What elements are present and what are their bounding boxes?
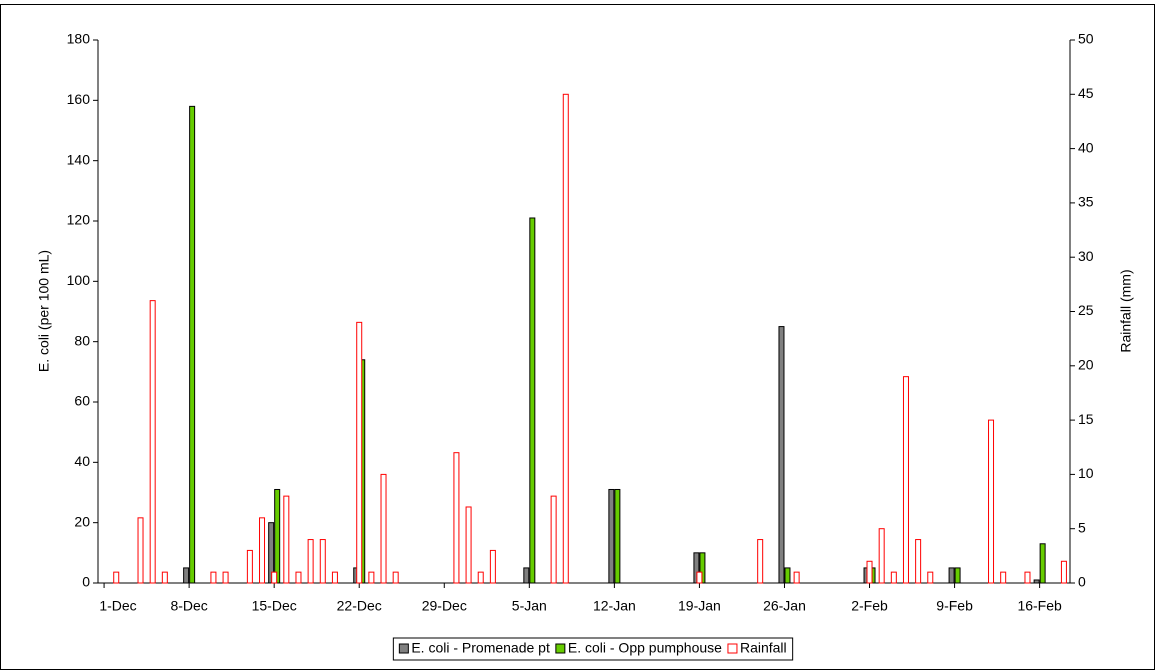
ecoli-bar [615, 489, 620, 583]
rainfall-bar [478, 572, 483, 583]
rainfall-bar [879, 529, 884, 583]
page: E. coli (per 100 mL) Rainfall (mm) 0 20 40… [0, 0, 1156, 671]
y-axis-label: E. coli (per 100 mL) [36, 250, 52, 372]
rainfall-bar [211, 572, 216, 583]
rainfall-bar [697, 572, 702, 583]
y-tick-label: 140 [67, 151, 91, 167]
rainfall-bar [454, 453, 459, 583]
ecoli-bar [190, 106, 195, 583]
rainfall-bar [794, 572, 799, 583]
rainfall-bar [758, 540, 763, 583]
ecoli-bar [1040, 544, 1045, 583]
y2-tick-label: 35 [1078, 194, 1094, 210]
rainfall-bar [320, 540, 325, 583]
ecoli-bar [1034, 580, 1039, 583]
ecoli-bar [184, 568, 189, 583]
rainfall-bar [928, 572, 933, 583]
x-tick-label: 5-Jan [512, 598, 547, 614]
y-tick-label: 160 [67, 91, 91, 107]
rainfall-bar [162, 572, 167, 583]
y2-tick-label: 50 [1078, 31, 1094, 47]
y-tick-label: 20 [74, 513, 90, 529]
rainfall-bar [284, 496, 289, 583]
x-tick-label: 12-Jan [593, 598, 636, 614]
rainfall-bar [903, 377, 908, 583]
ecoli-bar [530, 218, 535, 583]
rainfall-bar [114, 572, 119, 583]
legend-swatch [399, 644, 408, 653]
legend-swatch [556, 644, 565, 653]
rainfall-bar [332, 572, 337, 583]
x-tick-label: 9-Feb [936, 598, 973, 614]
y2-tick-label: 25 [1078, 302, 1094, 318]
y2-tick-label: 15 [1078, 411, 1094, 427]
y2-tick-label: 30 [1078, 248, 1094, 264]
y-tick-label: 100 [67, 272, 91, 288]
ecoli-bar [275, 489, 280, 583]
rainfall-bar [891, 572, 896, 583]
chart: E. coli (per 100 mL) Rainfall (mm) 0 20 40… [0, 0, 1156, 671]
rainfall-bar [466, 507, 471, 583]
y-tick-label: 40 [74, 453, 90, 469]
rainfall-bar [551, 496, 556, 583]
legend-swatch [728, 644, 737, 653]
y-tick-label: 0 [82, 574, 90, 590]
ecoli-bar [785, 568, 790, 583]
rainfall-bar [381, 474, 386, 583]
y2-tick-label: 5 [1078, 519, 1086, 535]
y-tick-label: 120 [67, 212, 91, 228]
rainfall-bar [272, 572, 277, 583]
y2-axis-label: Rainfall (mm) [1118, 269, 1134, 352]
rainfall-bar [989, 420, 994, 583]
y2-tick-label: 20 [1078, 357, 1094, 373]
legend-label: E. coli - Promenade pt [411, 640, 550, 656]
rainfall-bar [490, 550, 495, 583]
rainfall-bar [369, 572, 374, 583]
chart-border [1, 5, 1155, 670]
legend-label: E. coli - Opp pumphouse [568, 640, 722, 656]
rainfall-bar [1061, 561, 1066, 583]
ecoli-bar [949, 568, 954, 583]
rainfall-bar [1025, 572, 1030, 583]
rainfall-bar [260, 518, 265, 583]
rainfall-bar [150, 301, 155, 583]
y-tick-label: 180 [67, 31, 91, 47]
x-tick-label: 29-Dec [422, 598, 467, 614]
x-tick-label: 2-Feb [851, 598, 888, 614]
y2-tick-label: 45 [1078, 85, 1094, 101]
rainfall-bar [867, 561, 872, 583]
ecoli-bar [609, 489, 614, 583]
rainfall-bar [247, 550, 252, 583]
rainfall-bar [563, 94, 568, 583]
rainfall-bar [916, 540, 921, 583]
y-tick-label: 80 [74, 332, 90, 348]
y2-tick-label: 10 [1078, 465, 1094, 481]
rainfall-bar [308, 540, 313, 583]
ecoli-bar [955, 568, 960, 583]
rainfall-bar [393, 572, 398, 583]
rainfall-bar [223, 572, 228, 583]
x-tick-label: 26-Jan [763, 598, 806, 614]
x-tick-label: 19-Jan [678, 598, 721, 614]
x-tick-label: 8-Dec [170, 598, 207, 614]
rainfall-bar [296, 572, 301, 583]
x-tick-label: 16-Feb [1017, 598, 1062, 614]
rainfall-bar [357, 322, 362, 583]
y2-tick-label: 40 [1078, 139, 1094, 155]
rainfall-bar [138, 518, 143, 583]
ecoli-bar [779, 327, 784, 583]
y2-tick-label: 0 [1078, 574, 1086, 590]
ecoli-bar [524, 568, 529, 583]
x-tick-label: 15-Dec [252, 598, 297, 614]
rainfall-bar [1001, 572, 1006, 583]
legend-label: Rainfall [740, 640, 787, 656]
y-tick-label: 60 [74, 393, 90, 409]
x-tick-label: 22-Dec [337, 598, 382, 614]
x-tick-label: 1-Dec [99, 598, 136, 614]
